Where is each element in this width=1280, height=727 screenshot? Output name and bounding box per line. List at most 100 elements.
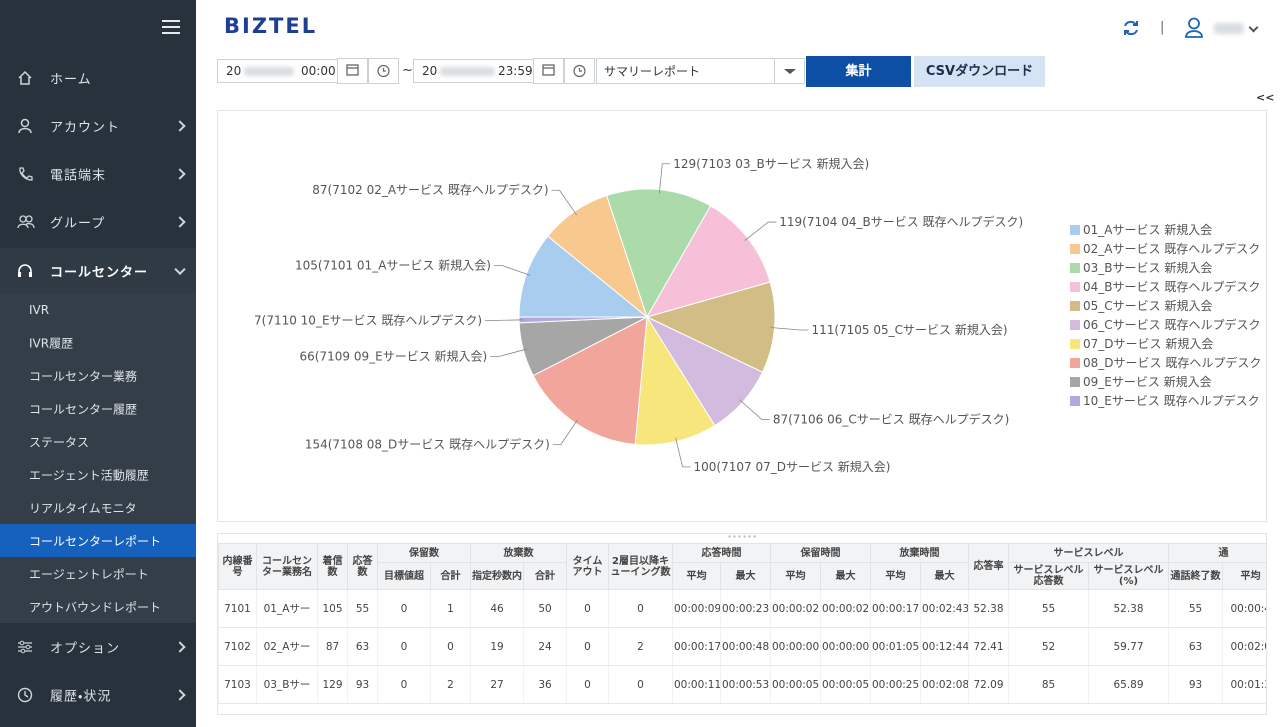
table-cell: 00:00:4	[1222, 589, 1266, 628]
start-date-input[interactable]: 20 00:00	[217, 59, 338, 83]
submenu-label: ステータス	[29, 435, 90, 449]
table-cell: 72.09	[968, 665, 1009, 704]
slice-label: 105(7101 01_Aサービス 新規入会)	[295, 257, 491, 272]
table-cell: 03_Bサー	[256, 665, 318, 704]
leader-line	[552, 419, 578, 446]
slice-label: 111(7105 05_Cサービス 新規入会)	[811, 322, 1007, 337]
legend-label: 06_Cサービス 既存ヘルプデスク	[1083, 317, 1260, 332]
resize-handle[interactable]: ∙∙∙∙∙∙	[726, 533, 758, 541]
submenu-item[interactable]: アウトバウンドレポート	[0, 590, 196, 623]
table-cell: 93	[1168, 665, 1223, 704]
slice-label: 87(7106 06_Cサービス 既存ヘルプデスク)	[773, 412, 1009, 427]
table-cell: 00:00:09	[672, 589, 721, 628]
table-cell: 7101	[218, 589, 257, 628]
menu-toggle[interactable]	[162, 19, 180, 35]
column-header: 放棄数	[470, 543, 567, 563]
chart-panel: 105(7101 01_Aサービス 新規入会) 87(7102 02_Aサービス …	[217, 110, 1267, 522]
legend-swatch	[1070, 263, 1080, 273]
table-cell: 00:00:17	[672, 627, 721, 666]
legend-swatch	[1070, 225, 1080, 235]
submit-button[interactable]: 集計	[806, 56, 911, 87]
table-cell: 00:02:08	[920, 665, 969, 704]
legend-label: 08_Dサービス 既存ヘルプデスク	[1083, 355, 1261, 370]
submenu-item[interactable]: コールセンター業務	[0, 359, 196, 392]
nav-item[interactable]: 電話端末	[0, 151, 196, 197]
select-arrow	[774, 59, 804, 83]
table-cell: 00:00:05	[820, 665, 871, 704]
column-header: 通	[1168, 543, 1266, 563]
submenu-item[interactable]: IVR履歴	[0, 326, 196, 359]
nav-label: グループ	[50, 216, 106, 232]
submenu-item[interactable]: ステータス	[0, 425, 196, 458]
legend-label: 01_Aサービス 新規入会	[1083, 222, 1212, 237]
table-cell: 00:00:48	[720, 627, 771, 666]
nav-item[interactable]: 履歴・状況	[0, 672, 196, 718]
legend-swatch	[1070, 339, 1080, 349]
nav-item[interactable]: オプション	[0, 624, 196, 670]
time-button[interactable]	[368, 58, 399, 84]
table-cell: 0	[430, 627, 471, 666]
leader-line	[744, 221, 777, 241]
refresh-button[interactable]	[1122, 19, 1140, 37]
legend-swatch	[1070, 396, 1080, 406]
column-header: サービスレベル	[1008, 543, 1169, 563]
column-header: 保留時間	[770, 543, 871, 563]
submenu-item[interactable]: エージェントレポート	[0, 557, 196, 590]
table-cell: 00:00:11	[672, 665, 721, 704]
column-subheader: 合計	[430, 562, 471, 590]
table-cell: 02_Aサー	[256, 627, 318, 666]
table-cell: 52.38	[968, 589, 1009, 628]
input-text: 20	[226, 64, 242, 78]
leader-line	[739, 399, 770, 421]
nav-item-active[interactable]: コールセンター	[0, 248, 196, 293]
column-subheader: サービスレベル応答数	[1008, 562, 1089, 590]
submenu-item[interactable]: IVR	[0, 293, 196, 326]
submenu-label: リアルタイムモニタ	[29, 501, 137, 515]
separator: |	[1160, 20, 1165, 35]
table-cell: 2	[430, 665, 471, 704]
table-cell: 105	[317, 589, 348, 628]
table-cell: 0	[566, 665, 609, 704]
submenu-item[interactable]: リアルタイムモニタ	[0, 491, 196, 524]
legend-label: 07_Dサービス 新規入会	[1083, 336, 1213, 351]
leader-line	[658, 163, 671, 194]
report-select[interactable]: サマリーレポート	[596, 58, 805, 84]
legend-swatch	[1070, 320, 1080, 330]
end-date-input[interactable]: 20 23:59	[413, 59, 534, 83]
column-header: 2層目以降キューイング数	[608, 543, 673, 590]
leader-line	[485, 319, 524, 321]
submenu-item-active[interactable]: コールセンターレポート	[0, 524, 196, 557]
leader-line	[493, 264, 531, 276]
table-cell: 00:00:23	[720, 589, 771, 628]
leader-line	[490, 348, 528, 358]
column-subheader: サービスレベル(%)	[1088, 562, 1169, 590]
logo: BIZTEL	[224, 14, 318, 38]
nav-item[interactable]: アカウント	[0, 103, 196, 149]
user-caret[interactable]	[1248, 22, 1259, 33]
column-header: 着信数	[317, 543, 348, 590]
collapse-button[interactable]: <<	[1256, 91, 1275, 104]
report-table: 内線番号 コールセンター業務名 着信数 応答数 保留数 放棄数 タイムアウト 2層目以降キュー…	[218, 543, 1266, 704]
csv-button[interactable]: CSVダウンロード	[914, 56, 1045, 87]
redacted	[244, 67, 294, 76]
nav-item[interactable]: グループ	[0, 199, 196, 245]
nav-label: オプション	[50, 641, 121, 657]
calendar-button[interactable]	[533, 58, 564, 84]
column-header: 保留数	[377, 543, 471, 563]
table-cell: 2	[608, 627, 673, 666]
submenu-item[interactable]: コールセンター履歴	[0, 392, 196, 425]
select-text: サマリーレポート	[604, 64, 701, 79]
slice-label: 7(7110 10_Eサービス 既存ヘルプデスク)	[254, 313, 482, 328]
table-cell: 1	[430, 589, 471, 628]
legend-label: 05_Cサービス 新規入会	[1083, 298, 1212, 313]
submenu-label: エージェントレポート	[29, 567, 149, 581]
calendar-button[interactable]	[337, 58, 368, 84]
submenu-item[interactable]: エージェント活動履歴	[0, 458, 196, 491]
time-button[interactable]	[564, 58, 595, 84]
table-cell: 65.89	[1088, 665, 1169, 704]
table-cell: 50	[523, 589, 567, 628]
nav-item[interactable]: ホーム	[0, 55, 196, 101]
table-row: 7101 01_Aサー 105 55 0 1 46 50 0 0 00:00:09 00:00:23 0…	[218, 589, 1266, 628]
user-icon[interactable]	[1184, 17, 1204, 39]
submenu-label: コールセンター業務	[29, 369, 138, 383]
